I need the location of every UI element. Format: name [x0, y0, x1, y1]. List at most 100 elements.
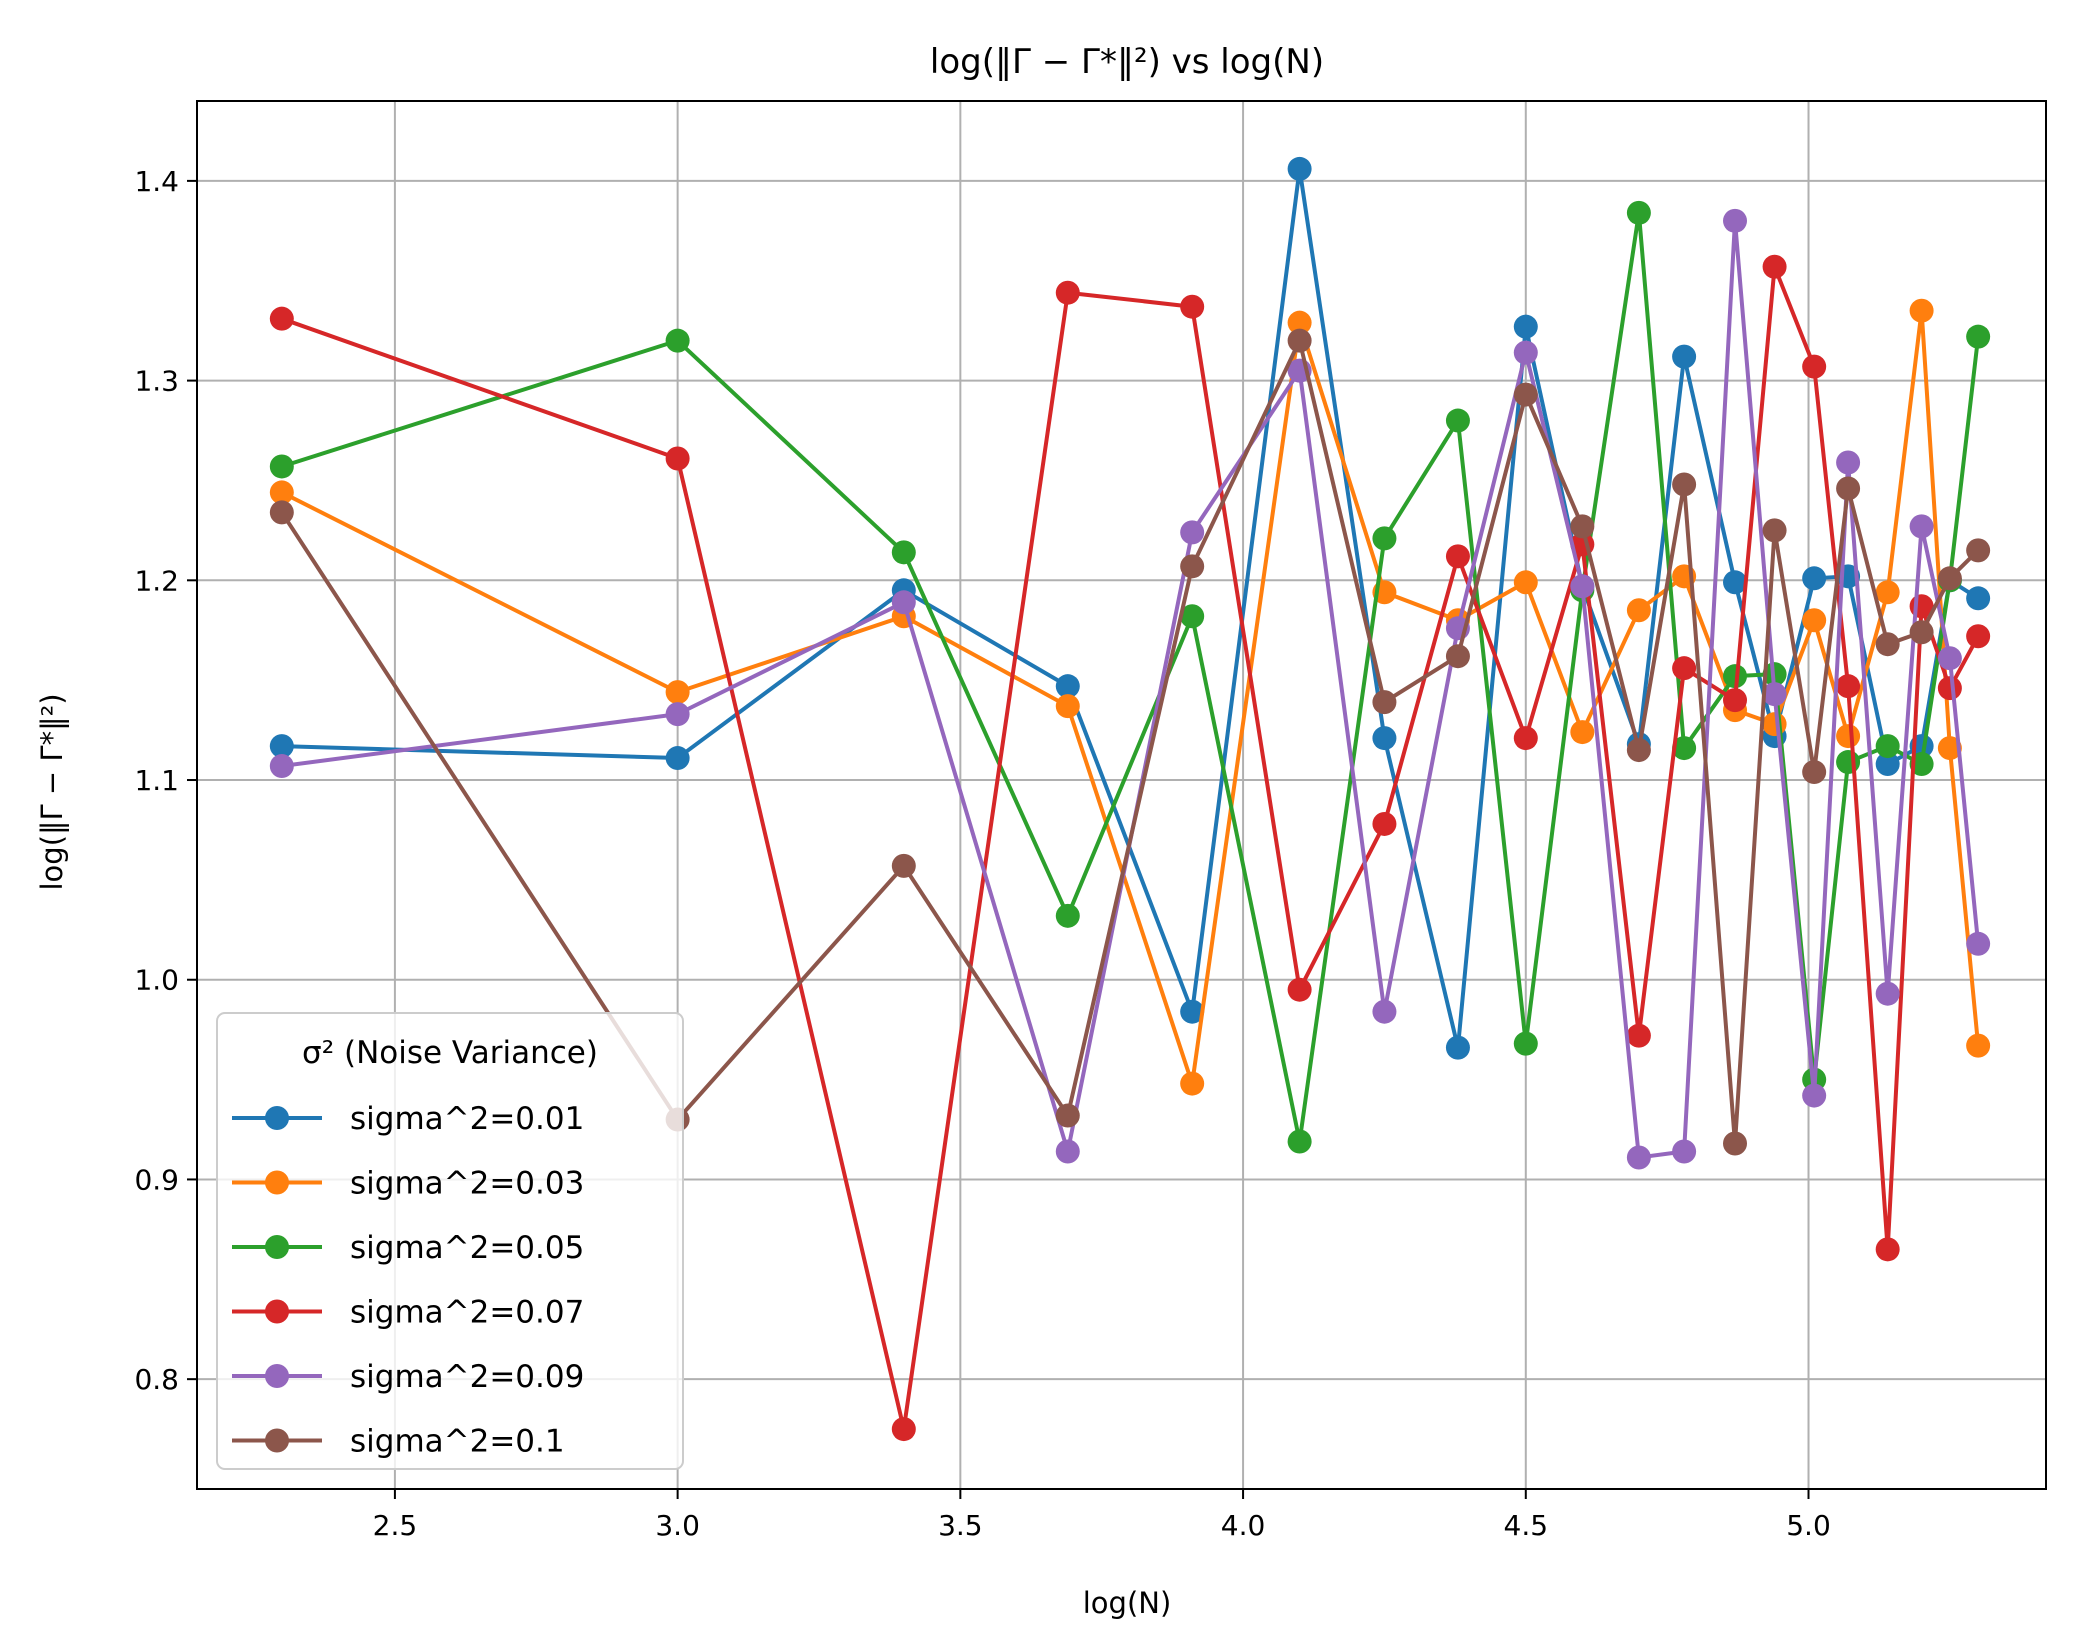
data-point	[1937, 646, 1962, 671]
legend-marker	[265, 1235, 289, 1259]
series-line	[280, 338, 1980, 1146]
data-point	[665, 446, 690, 471]
x-tick-label: 3.0	[655, 1509, 700, 1542]
data-point	[269, 500, 294, 525]
legend-label: sigma^2=0.01	[350, 1101, 584, 1137]
series-5	[269, 208, 1991, 1170]
data-point	[1723, 208, 1748, 233]
data-point	[269, 734, 294, 759]
data-point	[1672, 656, 1697, 681]
data-point	[1055, 674, 1080, 699]
data-point	[891, 1417, 916, 1442]
data-point	[1672, 736, 1697, 761]
legend-label: sigma^2=0.07	[350, 1295, 584, 1331]
data-point	[1372, 999, 1397, 1024]
x-tick-label: 5.0	[1786, 1509, 1831, 1542]
data-point	[1672, 1139, 1697, 1164]
x-tick-label: 4.5	[1504, 1509, 1549, 1542]
y-tick-label: 1.1	[134, 764, 179, 797]
data-point	[1180, 294, 1205, 319]
data-point	[1802, 354, 1827, 379]
series-line	[281, 166, 1980, 1050]
y-tick-label: 1.0	[134, 964, 179, 997]
series-4	[269, 254, 1991, 1442]
data-point	[1672, 472, 1697, 497]
y-tick-label: 0.9	[134, 1163, 179, 1196]
series-line	[281, 264, 1980, 1432]
data-point	[1909, 620, 1934, 645]
x-tick-label: 4.0	[1221, 1509, 1266, 1542]
data-point	[1802, 566, 1827, 591]
data-point	[1836, 450, 1861, 475]
data-point	[1966, 324, 1991, 349]
series-3	[269, 200, 1991, 1154]
data-point	[1909, 514, 1934, 539]
data-point	[1513, 570, 1538, 595]
legend-item: sigma^2=0.05	[232, 1230, 584, 1266]
data-point	[1937, 566, 1962, 591]
data-point	[891, 540, 916, 565]
data-point	[269, 480, 294, 505]
data-point	[269, 754, 294, 779]
data-point	[1723, 1131, 1748, 1156]
data-point	[1802, 608, 1827, 633]
data-point	[1966, 586, 1991, 611]
data-point	[1372, 526, 1397, 551]
legend-item: sigma^2=0.1	[232, 1424, 565, 1460]
data-point	[1723, 664, 1748, 689]
data-point	[1372, 726, 1397, 751]
data-point	[1626, 738, 1651, 763]
legend-marker	[265, 1106, 289, 1130]
data-point	[1836, 750, 1861, 775]
data-point	[1513, 1031, 1538, 1056]
data-point	[1055, 1103, 1080, 1128]
data-point	[1180, 1071, 1205, 1096]
data-point	[269, 306, 294, 331]
data-point	[665, 680, 690, 705]
x-tick-label: 3.5	[938, 1509, 983, 1542]
legend-label: sigma^2=0.09	[350, 1359, 584, 1395]
data-point	[1762, 682, 1787, 707]
chart-title: log(‖Γ − Γ*‖²) vs log(N)	[930, 42, 1324, 82]
data-point	[1513, 340, 1538, 365]
legend-item: sigma^2=0.07	[232, 1295, 584, 1331]
data-point	[1055, 280, 1080, 305]
data-point	[1287, 1129, 1312, 1154]
legend-marker	[265, 1170, 289, 1195]
data-point	[1762, 518, 1787, 543]
data-point	[1445, 544, 1470, 569]
legend-title: σ² (Noise Variance)	[302, 1035, 598, 1071]
data-point	[1966, 1033, 1991, 1058]
data-point	[1287, 310, 1312, 335]
data-point	[1180, 554, 1205, 579]
data-point	[891, 590, 916, 615]
data-point	[1570, 574, 1595, 599]
data-point	[1626, 1145, 1651, 1170]
plot-area-frame	[196, 100, 2047, 1490]
y-tick-label: 1.4	[134, 165, 179, 198]
legend-marker	[265, 1364, 289, 1388]
y-tick-label: 1.3	[134, 365, 179, 398]
legend-items: sigma^2=0.01 sigma^2=0.03 sigma^2=0.05 sigm…	[232, 1101, 584, 1460]
legend-label: sigma^2=0.1	[350, 1424, 565, 1460]
data-point	[1287, 328, 1312, 353]
data-point	[1626, 598, 1651, 623]
data-point	[1836, 674, 1861, 699]
data-point	[1909, 298, 1934, 323]
legend-item: sigma^2=0.01	[232, 1101, 584, 1137]
data-point	[1966, 624, 1991, 649]
data-point	[1875, 981, 1900, 1006]
data-point	[1909, 752, 1934, 777]
data-point	[1875, 580, 1900, 605]
legend-marker	[265, 1299, 289, 1324]
series-line	[281, 218, 1981, 1160]
legend-label: sigma^2=0.05	[350, 1230, 584, 1266]
data-point	[1055, 903, 1080, 928]
data-point	[665, 702, 690, 727]
legend: σ² (Noise Variance) sigma^2=0.01sigma^2=…	[216, 1012, 684, 1470]
data-point	[1762, 712, 1787, 737]
data-point	[1937, 676, 1962, 701]
data-point	[1626, 200, 1651, 225]
data-point	[1445, 644, 1470, 669]
